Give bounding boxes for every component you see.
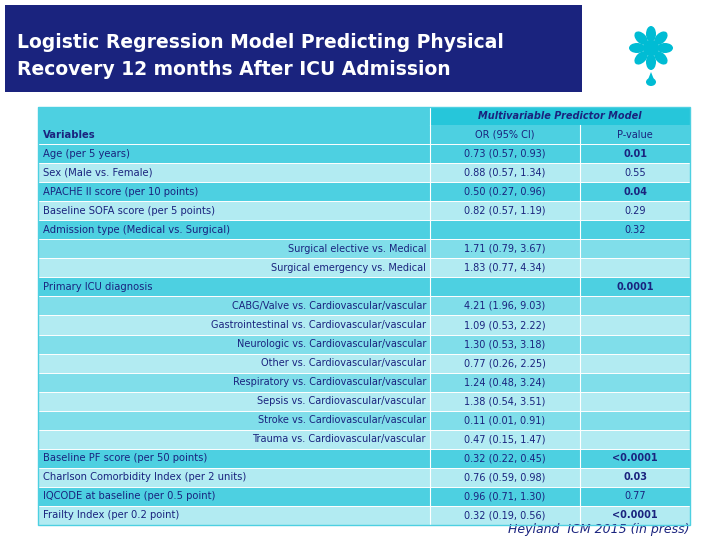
Text: P-value: P-value — [617, 130, 653, 139]
Bar — [38, 144, 690, 163]
Ellipse shape — [657, 43, 673, 53]
Bar — [38, 487, 690, 506]
Ellipse shape — [654, 31, 667, 45]
Bar — [38, 220, 690, 239]
Text: Age (per 5 years): Age (per 5 years) — [43, 148, 130, 159]
Text: Charlson Comorbidity Index (per 2 units): Charlson Comorbidity Index (per 2 units) — [43, 472, 246, 482]
Ellipse shape — [634, 31, 648, 45]
Text: 0.96 (0.71, 1.30): 0.96 (0.71, 1.30) — [464, 491, 546, 502]
Text: Heyland  ICM 2015 (in press): Heyland ICM 2015 (in press) — [508, 523, 690, 536]
Text: 0.77: 0.77 — [624, 491, 646, 502]
Text: IQCODE at baseline (per 0.5 point): IQCODE at baseline (per 0.5 point) — [43, 491, 215, 502]
Bar — [38, 468, 690, 487]
Text: 1.24 (0.48, 3.24): 1.24 (0.48, 3.24) — [464, 377, 546, 387]
Ellipse shape — [646, 78, 656, 86]
Text: <0.0001: <0.0001 — [612, 454, 658, 463]
Text: Surgical emergency vs. Medical: Surgical emergency vs. Medical — [271, 263, 426, 273]
Text: Respiratory vs. Cardiovascular/vascular: Respiratory vs. Cardiovascular/vascular — [233, 377, 426, 387]
Text: 0.55: 0.55 — [624, 167, 646, 178]
Bar — [38, 334, 690, 354]
Bar — [38, 449, 690, 468]
Text: Trauma vs. Cardiovascular/vascular: Trauma vs. Cardiovascular/vascular — [253, 434, 426, 444]
Text: OR (95% CI): OR (95% CI) — [475, 130, 535, 139]
Bar — [5, 5, 582, 92]
Bar — [38, 107, 690, 125]
Text: Sex (Male vs. Female): Sex (Male vs. Female) — [43, 167, 153, 178]
Text: 0.32 (0.22, 0.45): 0.32 (0.22, 0.45) — [464, 454, 546, 463]
Bar — [38, 392, 690, 411]
Ellipse shape — [629, 43, 645, 53]
Text: 0.29: 0.29 — [624, 206, 646, 215]
Text: 1.38 (0.54, 3.51): 1.38 (0.54, 3.51) — [464, 396, 546, 406]
Text: 0.03: 0.03 — [623, 472, 647, 482]
Bar — [38, 201, 690, 220]
Text: 0.32 (0.19, 0.56): 0.32 (0.19, 0.56) — [464, 510, 546, 521]
Text: Frailty Index (per 0.2 point): Frailty Index (per 0.2 point) — [43, 510, 179, 521]
Text: 0.47 (0.15, 1.47): 0.47 (0.15, 1.47) — [464, 434, 546, 444]
Text: Multivariable Predictor Model: Multivariable Predictor Model — [478, 111, 642, 121]
Text: 0.50 (0.27, 0.96): 0.50 (0.27, 0.96) — [464, 187, 546, 197]
Text: 1.71 (0.79, 3.67): 1.71 (0.79, 3.67) — [464, 244, 546, 254]
Bar — [38, 239, 690, 258]
Text: CABG/Valve vs. Cardiovascular/vascular: CABG/Valve vs. Cardiovascular/vascular — [232, 301, 426, 311]
Text: 0.76 (0.59, 0.98): 0.76 (0.59, 0.98) — [464, 472, 546, 482]
Bar — [38, 107, 690, 525]
Ellipse shape — [646, 54, 656, 70]
Text: Surgical elective vs. Medical: Surgical elective vs. Medical — [287, 244, 426, 254]
Bar — [38, 258, 690, 278]
Circle shape — [643, 40, 659, 56]
Text: 0.77 (0.26, 2.25): 0.77 (0.26, 2.25) — [464, 358, 546, 368]
Ellipse shape — [654, 51, 667, 65]
Text: 1.30 (0.53, 3.18): 1.30 (0.53, 3.18) — [464, 339, 546, 349]
Text: 0.82 (0.57, 1.19): 0.82 (0.57, 1.19) — [464, 206, 546, 215]
Text: 0.88 (0.57, 1.34): 0.88 (0.57, 1.34) — [464, 167, 546, 178]
Text: 0.73 (0.57, 0.93): 0.73 (0.57, 0.93) — [464, 148, 546, 159]
Text: 0.11 (0.01, 0.91): 0.11 (0.01, 0.91) — [464, 415, 546, 425]
Text: Recovery 12 months After ICU Admission: Recovery 12 months After ICU Admission — [17, 60, 451, 79]
Ellipse shape — [646, 26, 656, 42]
Text: Primary ICU diagnosis: Primary ICU diagnosis — [43, 282, 153, 292]
Bar — [38, 163, 690, 182]
Text: Baseline PF score (per 50 points): Baseline PF score (per 50 points) — [43, 454, 207, 463]
Text: Baseline SOFA score (per 5 points): Baseline SOFA score (per 5 points) — [43, 206, 215, 215]
Bar — [38, 296, 690, 315]
Text: 0.32: 0.32 — [624, 225, 646, 235]
Text: Variables: Variables — [43, 130, 96, 139]
Bar — [38, 506, 690, 525]
Text: 0.0001: 0.0001 — [616, 282, 654, 292]
Text: Sepsis vs. Cardiovascular/vascular: Sepsis vs. Cardiovascular/vascular — [257, 396, 426, 406]
Text: <0.0001: <0.0001 — [612, 510, 658, 521]
Text: APACHE II score (per 10 points): APACHE II score (per 10 points) — [43, 187, 198, 197]
Text: 1.09 (0.53, 2.22): 1.09 (0.53, 2.22) — [464, 320, 546, 330]
Bar — [38, 315, 690, 334]
Text: Stroke vs. Cardiovascular/vascular: Stroke vs. Cardiovascular/vascular — [258, 415, 426, 425]
Text: 0.04: 0.04 — [623, 187, 647, 197]
Text: Gastrointestinal vs. Cardiovascular/vascular: Gastrointestinal vs. Cardiovascular/vasc… — [211, 320, 426, 330]
Text: 4.21 (1.96, 9.03): 4.21 (1.96, 9.03) — [464, 301, 546, 311]
Bar — [38, 182, 690, 201]
Polygon shape — [647, 72, 655, 82]
Text: 1.83 (0.77, 4.34): 1.83 (0.77, 4.34) — [464, 263, 546, 273]
Text: Neurologic vs. Cardiovascular/vascular: Neurologic vs. Cardiovascular/vascular — [237, 339, 426, 349]
Ellipse shape — [634, 51, 648, 65]
Bar — [38, 373, 690, 392]
Bar — [38, 411, 690, 430]
Text: Admission type (Medical vs. Surgical): Admission type (Medical vs. Surgical) — [43, 225, 230, 235]
Bar — [38, 354, 690, 373]
Bar — [38, 278, 690, 296]
Bar — [38, 107, 430, 125]
Text: Other vs. Cardiovascular/vascular: Other vs. Cardiovascular/vascular — [261, 358, 426, 368]
Bar — [38, 125, 690, 144]
Text: 0.01: 0.01 — [623, 148, 647, 159]
Text: Logistic Regression Model Predicting Physical: Logistic Regression Model Predicting Phy… — [17, 33, 504, 52]
Bar — [430, 107, 690, 125]
Bar — [38, 430, 690, 449]
